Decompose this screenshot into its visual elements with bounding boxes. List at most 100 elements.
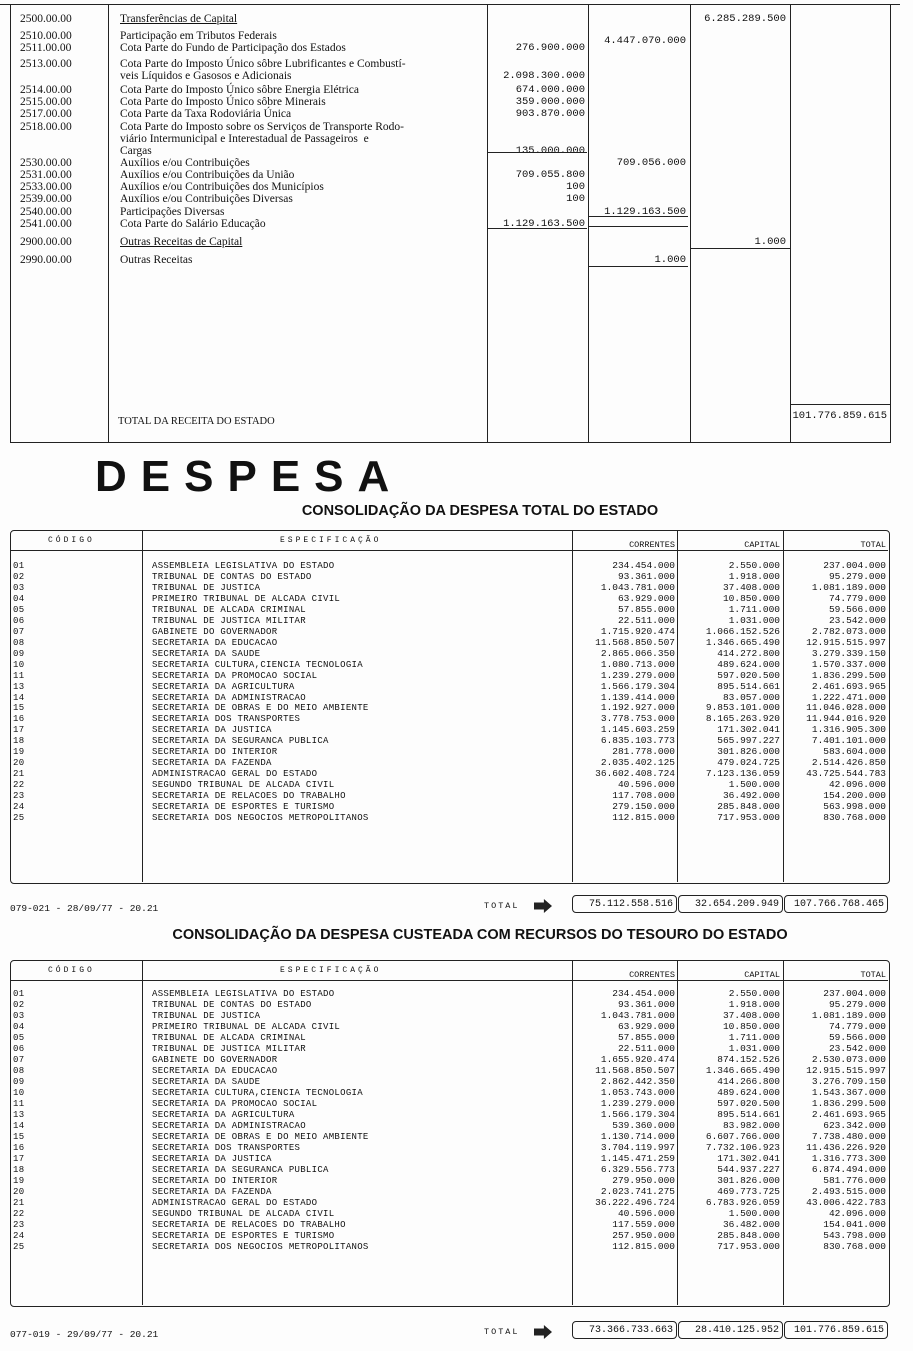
account-description: Auxílios e/ou Contribuições (120, 157, 250, 169)
row-especificacao: ADMINISTRACAO GERAL DO ESTADO (152, 1198, 318, 1208)
row-capital: 301.826.000 (717, 746, 780, 758)
total-box: 107.766.768.465 (784, 895, 888, 913)
account-value: 709.056.000 (616, 157, 686, 169)
row-especificacao: GABINETE DO GOVERNADOR (152, 1055, 278, 1065)
column-rule (783, 960, 784, 1305)
row-code: 25 (13, 813, 25, 824)
account-code: 2500.00.00 (20, 13, 72, 25)
header-correntes: CORRENTES (629, 540, 675, 550)
row-especificacao: GABINETE DO GOVERNADOR (152, 626, 278, 637)
row-correntes: 6.835.103.773 (600, 735, 675, 747)
row-especificacao: SEGUNDO TRIBUNAL DE ALCADA CIVIL (152, 1209, 335, 1219)
row-code: 01 (13, 561, 25, 571)
account-description: Transferências de Capital (120, 13, 238, 25)
row-capital: 36.482.000 (722, 1219, 780, 1230)
account-value: 6.285.289.500 (704, 13, 786, 25)
total-label: TOTAL (484, 1327, 520, 1337)
row-capital: 597.020.500 (717, 669, 780, 681)
row-total: 1.222.471.000 (811, 691, 886, 703)
row-especificacao: SECRETARIA DOS TRANSPORTES (152, 714, 301, 725)
row-especificacao: TRIBUNAL DE ALCADA CRIMINAL (152, 1033, 306, 1043)
row-especificacao: SECRETARIA DE OBRAS E DO MEIO AMBIENTE (152, 1132, 369, 1142)
row-code: 14 (13, 692, 25, 703)
column-rule (108, 5, 109, 443)
row-total: 12.915.515.997 (806, 636, 886, 648)
row-code: 16 (13, 714, 25, 725)
account-code: 2540.00.00 (20, 206, 72, 218)
footer-reference: 077-019 - 29/09/77 - 20.21 (10, 1329, 159, 1340)
row-correntes: 93.361.000 (617, 570, 675, 582)
row-capital: 469.773.725 (717, 1186, 780, 1197)
row-code: 24 (13, 1231, 25, 1241)
row-correntes: 234.454.000 (612, 988, 675, 999)
row-capital: 6.607.766.000 (705, 1131, 780, 1142)
row-especificacao: SECRETARIA DA PROMOCAO SOCIAL (152, 1099, 318, 1109)
account-code: 2514.00.00 (20, 84, 72, 96)
row-capital: 2.550.000 (728, 560, 780, 571)
row-especificacao: SECRETARIA DE ESPORTES E TURISMO (152, 802, 335, 813)
row-correntes: 40.596.000 (617, 779, 675, 791)
row-capital: 171.302.041 (717, 1153, 780, 1164)
header-capital: CAPITAL (744, 970, 780, 980)
row-correntes: 539.360.000 (612, 1120, 675, 1131)
row-code: 08 (13, 1066, 25, 1076)
arrow-right-icon (534, 899, 552, 913)
row-capital: 9.853.101.000 (705, 702, 780, 714)
row-correntes: 93.361.000 (617, 999, 675, 1010)
row-capital: 895.514.661 (717, 1109, 780, 1120)
total-receita-value: 101.776.859.615 (792, 410, 887, 422)
account-value: 4.447.070.000 (604, 35, 686, 47)
row-capital: 8.165.263.920 (705, 713, 780, 725)
row-capital: 1.031.000 (728, 1043, 780, 1054)
row-especificacao: SECRETARIA DO INTERIOR (152, 1176, 278, 1186)
sum-underline (487, 228, 587, 229)
row-correntes: 279.150.000 (612, 801, 675, 813)
row-total: 237.004.000 (823, 560, 886, 571)
row-correntes: 1.139.414.000 (600, 691, 675, 703)
account-description: Outras Receitas (120, 254, 193, 266)
row-correntes: 1.053.743.000 (600, 1087, 675, 1098)
row-correntes: 2.865.066.350 (600, 647, 675, 659)
sum-underline (588, 216, 688, 217)
row-total: 623.342.000 (823, 1120, 886, 1131)
row-capital: 479.024.725 (717, 757, 780, 769)
row-code: 03 (13, 1011, 25, 1021)
total-box: 101.776.859.615 (784, 1321, 888, 1339)
row-correntes: 1.192.927.000 (600, 702, 675, 714)
account-description: Cota Parte do Fundo de Participação dos … (120, 42, 346, 54)
account-code: 2513.00.00 (20, 58, 72, 70)
row-code: 05 (13, 1033, 25, 1043)
row-total: 3.276.709.150 (811, 1076, 886, 1087)
row-capital: 717.953.000 (717, 1241, 780, 1252)
table-title: CONSOLIDAÇÃO DA DESPESA TOTAL DO ESTADO (301, 503, 659, 519)
total-box: 32.654.209.949 (678, 895, 783, 913)
row-capital: 1.066.152.526 (705, 625, 780, 637)
row-especificacao: SECRETARIA DA FAZENDA (152, 1187, 272, 1197)
row-code: 13 (13, 681, 25, 692)
total-box: 75.112.558.516 (572, 895, 677, 913)
row-capital: 36.492.000 (722, 790, 780, 802)
row-correntes: 279.950.000 (612, 1175, 675, 1186)
row-code: 15 (13, 1132, 25, 1142)
column-rule (790, 5, 791, 443)
row-code: 09 (13, 1077, 25, 1087)
column-rule (572, 530, 573, 882)
row-total: 154.041.000 (823, 1219, 886, 1230)
row-correntes: 1.715.920.474 (600, 625, 675, 637)
sum-underline (487, 152, 587, 153)
row-especificacao: SECRETARIA DA FAZENDA (152, 758, 272, 769)
row-correntes: 6.329.556.773 (600, 1164, 675, 1175)
row-capital: 171.302.041 (717, 724, 780, 736)
total-label: TOTAL (484, 901, 520, 911)
row-code: 20 (13, 758, 25, 769)
row-code: 01 (13, 989, 25, 999)
row-capital: 10.850.000 (722, 592, 780, 604)
row-especificacao: SECRETARIA DA PROMOCAO SOCIAL (152, 670, 318, 681)
row-especificacao: SECRETARIA DA JUSTICA (152, 1154, 272, 1164)
row-capital: 1.711.000 (728, 1032, 780, 1043)
column-rule (487, 5, 488, 443)
arrow-right-icon (534, 1325, 552, 1339)
bottom-rule (10, 442, 890, 443)
row-especificacao: ASSEMBLEIA LEGISLATIVA DO ESTADO (152, 561, 335, 571)
